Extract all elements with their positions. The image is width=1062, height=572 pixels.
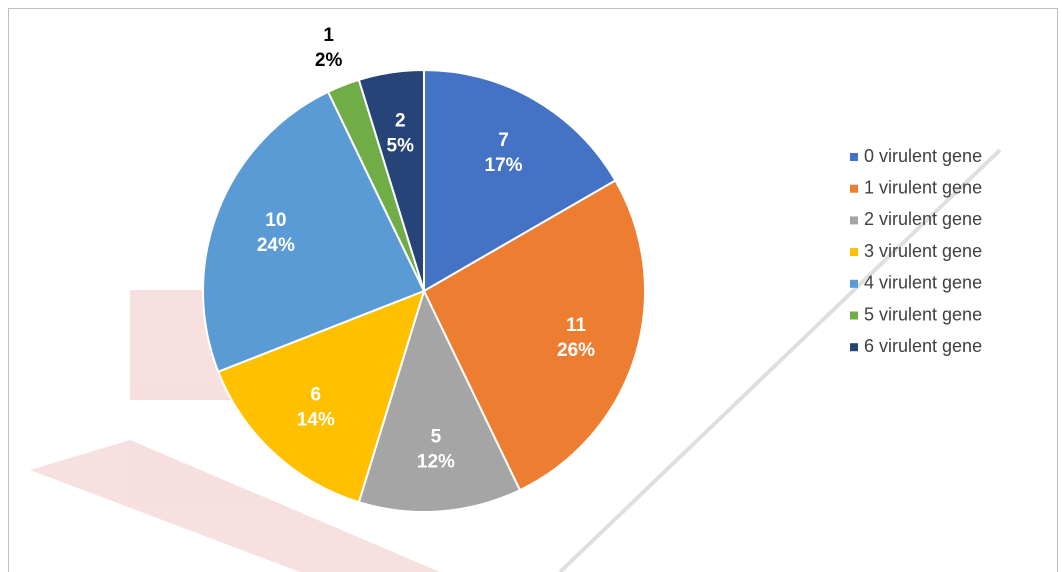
- data-label-value: 2: [395, 111, 406, 132]
- data-label-value: 7: [498, 130, 509, 151]
- pie-slice: [357, 68, 425, 292]
- pie-slice: [423, 68, 617, 293]
- legend-label: 6 virulent gene: [864, 336, 982, 356]
- data-label-percent: 2%: [315, 50, 343, 71]
- data-label-percent: 12%: [417, 452, 455, 473]
- legend-label: 4 virulent gene: [864, 273, 982, 293]
- legend-label: 5 virulent gene: [864, 304, 982, 324]
- data-label-percent: 26%: [557, 340, 595, 361]
- legend-label: 1 virulent gene: [864, 177, 982, 197]
- legend: 0 virulent gene 1 virulent gene 2 virulent…: [850, 146, 982, 356]
- pie-slice: [422, 179, 646, 492]
- chart-frame: [8, 8, 1058, 572]
- data-label-percent: 17%: [485, 155, 523, 176]
- legend-swatch: [850, 153, 858, 161]
- legend-label: 0 virulent gene: [864, 146, 982, 166]
- legend-swatch: [850, 343, 858, 352]
- pie-slice: [216, 289, 426, 504]
- pie-slice: [202, 90, 426, 374]
- legend-swatch: [850, 311, 858, 320]
- data-label-value: 1: [323, 25, 334, 46]
- legend-swatch: [850, 216, 858, 225]
- data-label-percent: 14%: [297, 410, 335, 431]
- legend-swatch: [850, 279, 858, 288]
- data-label-value: 6: [310, 385, 321, 406]
- legend-label: 3 virulent gene: [864, 241, 982, 261]
- watermark-line: [558, 148, 1002, 572]
- data-label-value: 11: [566, 315, 587, 336]
- data-label-value: 5: [431, 427, 442, 448]
- data-label-value: 10: [265, 210, 286, 231]
- data-label-percent: 5%: [387, 136, 415, 157]
- data-label-percent: 24%: [257, 235, 295, 256]
- watermark-stripe: [30, 440, 440, 572]
- legend-label: 2 virulent gene: [864, 209, 982, 229]
- legend-swatch: [850, 184, 858, 193]
- legend-swatch: [850, 248, 858, 257]
- pie-slice: [357, 288, 522, 513]
